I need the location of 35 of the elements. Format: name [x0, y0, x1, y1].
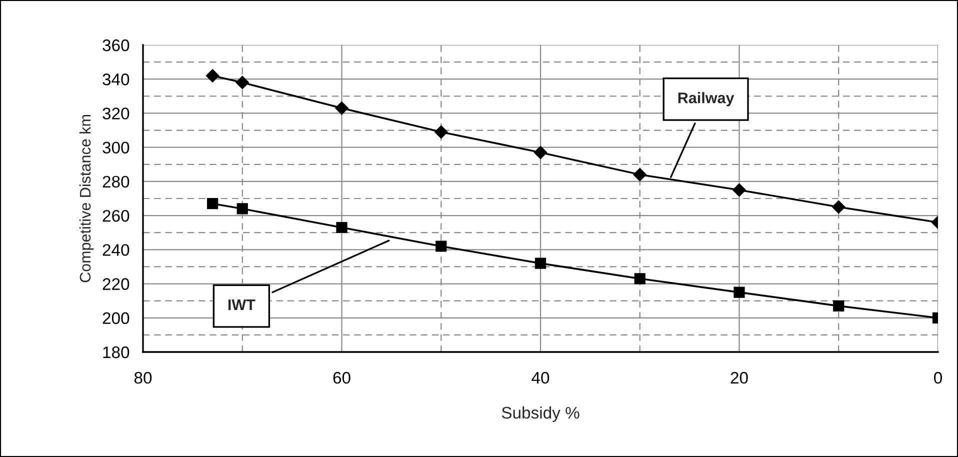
point — [534, 258, 546, 269]
point — [436, 240, 447, 252]
point — [833, 300, 844, 312]
point — [207, 198, 218, 210]
y-tick-label: 200 — [102, 312, 130, 324]
x-tick-label: 40 — [532, 372, 550, 384]
y-tick-label: 300 — [102, 142, 130, 154]
y-tick-label: 340 — [102, 74, 130, 86]
y-tick-label: 360 — [102, 39, 130, 52]
y-tick-label: 180 — [103, 346, 130, 358]
point — [732, 183, 746, 197]
point — [832, 200, 846, 214]
point — [434, 125, 448, 139]
point — [336, 222, 348, 234]
y-axis-title: Competitive Distance km — [79, 115, 94, 282]
point — [335, 102, 348, 115]
x-tick-label: 20 — [730, 372, 748, 384]
y-tick-label: 280 — [102, 176, 130, 188]
x-axis-title: Subsidy % — [502, 406, 580, 422]
x-tick-label: 0 — [934, 372, 942, 384]
point — [534, 146, 548, 160]
annotation: Railway — [678, 92, 734, 106]
y-tick-label: 240 — [102, 244, 130, 256]
point — [236, 203, 248, 214]
point — [634, 273, 646, 284]
point — [734, 286, 745, 298]
y-tick-label: 220 — [102, 278, 130, 290]
y-tick-label: 320 — [102, 108, 130, 120]
x-tick-label: 80 — [134, 372, 152, 384]
x-tick-label: 60 — [333, 372, 350, 384]
point — [206, 69, 220, 82]
point — [633, 168, 646, 182]
y-tick-label: 260 — [102, 210, 130, 222]
annotation: IWT — [228, 300, 256, 310]
point — [236, 76, 249, 90]
